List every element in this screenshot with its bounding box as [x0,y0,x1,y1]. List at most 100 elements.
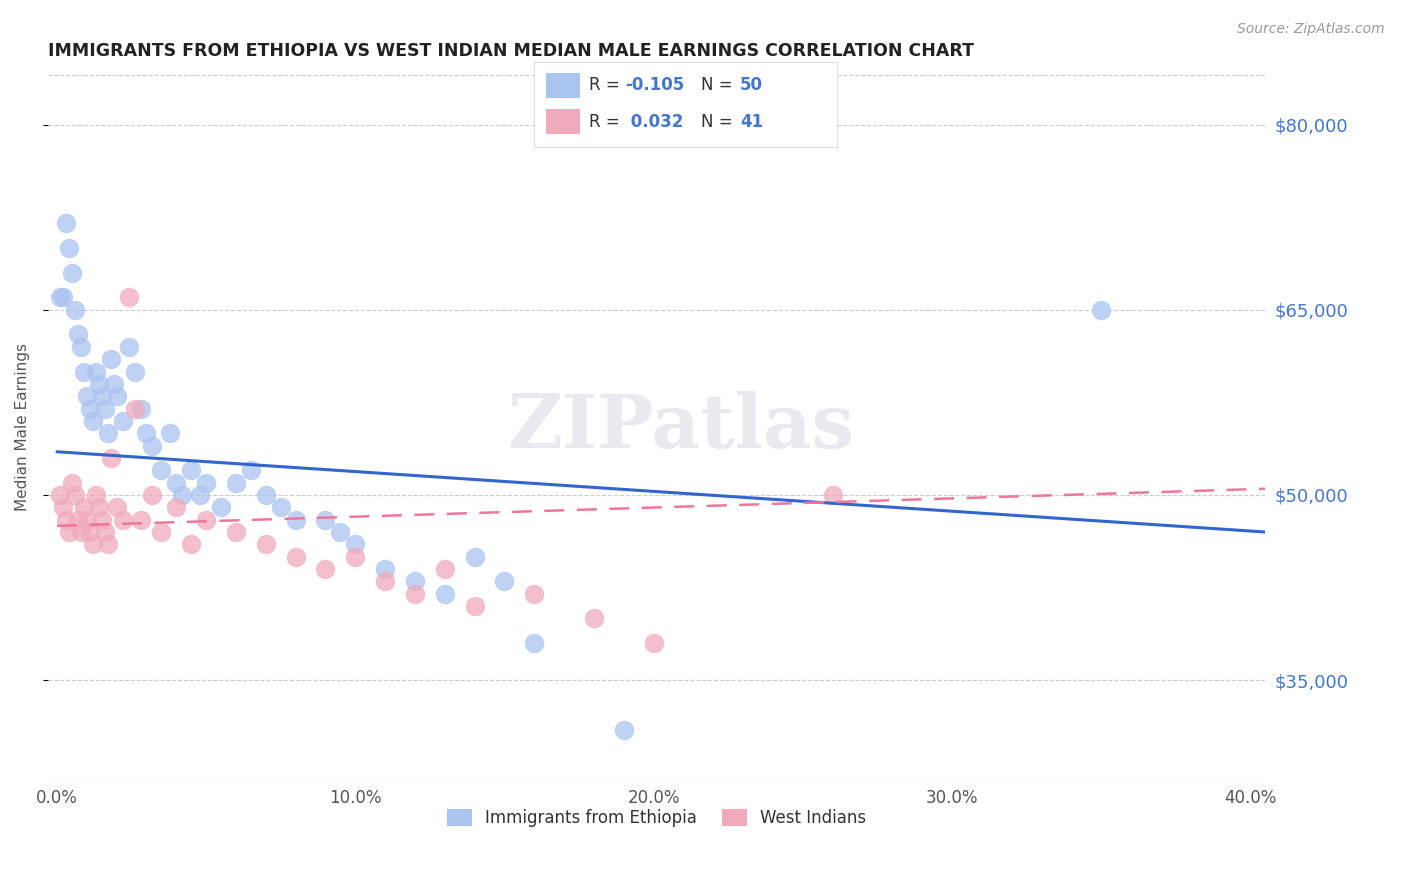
Point [76,389,98,403]
Point [209,500,232,515]
Point [63,302,86,317]
Point [329,524,352,539]
Point [97,426,120,441]
Point [93,524,115,539]
Point [87,500,110,515]
Point [100,352,122,367]
Point [374,574,396,589]
Point [129,401,152,416]
Point [97,537,120,551]
Text: ZIPatlas: ZIPatlas [508,391,855,464]
Point [180,463,202,477]
Point [82,537,104,551]
Text: R =: R = [589,112,624,131]
Point [314,513,336,527]
Point [225,475,247,490]
Bar [547,72,579,98]
Point [150,524,173,539]
Point [63,488,86,502]
Point [117,290,139,304]
Point [464,549,486,564]
Legend: Immigrants from Ethiopia, West Indians: Immigrants from Ethiopia, West Indians [440,803,873,834]
Point [111,513,134,527]
Point [70,340,93,354]
Point [284,513,307,527]
Point [117,340,139,354]
Point [76,513,98,527]
Point [60,475,83,490]
Point [70,524,93,539]
Point [433,587,456,601]
Point [150,463,173,477]
Point [165,475,187,490]
Point [55,513,77,527]
Text: -0.105: -0.105 [624,77,685,95]
Text: N =: N = [700,112,737,131]
Point [165,500,187,515]
Point [73,500,96,515]
Point [124,364,146,378]
Point [821,488,844,502]
Point [344,549,367,564]
Point [79,401,101,416]
Point [404,587,426,601]
Y-axis label: Median Male Earnings: Median Male Earnings [15,343,30,511]
Point [1090,302,1112,317]
Point [82,414,104,428]
Point [90,513,112,527]
Point [52,290,75,304]
Point [254,488,277,502]
Point [111,414,134,428]
Point [314,562,336,576]
Point [141,488,163,502]
Point [58,524,80,539]
Point [135,426,157,441]
Point [344,537,367,551]
Point [270,500,292,515]
Text: Source: ZipAtlas.com: Source: ZipAtlas.com [1237,22,1385,37]
Point [404,574,426,589]
Text: 0.032: 0.032 [624,112,683,131]
Point [52,500,75,515]
Point [643,636,665,650]
Point [58,241,80,255]
Point [433,562,456,576]
Point [93,401,115,416]
Point [105,500,128,515]
Point [523,587,546,601]
Point [180,537,202,551]
Text: 41: 41 [740,112,763,131]
Point [84,488,107,502]
Text: IMMIGRANTS FROM ETHIOPIA VS WEST INDIAN MEDIAN MALE EARNINGS CORRELATION CHART: IMMIGRANTS FROM ETHIOPIA VS WEST INDIAN … [48,42,974,60]
Point [90,389,112,403]
Point [141,439,163,453]
Point [129,513,152,527]
Point [87,376,110,391]
Point [103,376,125,391]
Point [582,611,605,625]
Text: N =: N = [700,77,737,95]
Point [49,290,72,304]
Point [188,488,211,502]
Point [195,475,218,490]
Point [239,463,262,477]
Point [66,327,89,342]
Point [49,488,72,502]
Point [66,513,89,527]
Point [494,574,516,589]
Point [159,426,181,441]
Point [73,364,96,378]
Point [613,723,636,737]
Point [254,537,277,551]
Point [523,636,546,650]
Point [195,513,218,527]
Text: R =: R = [589,77,624,95]
Point [55,216,77,230]
Point [172,488,194,502]
Point [374,562,396,576]
Point [60,266,83,280]
Point [79,524,101,539]
Point [124,401,146,416]
Point [84,364,107,378]
Point [105,389,128,403]
